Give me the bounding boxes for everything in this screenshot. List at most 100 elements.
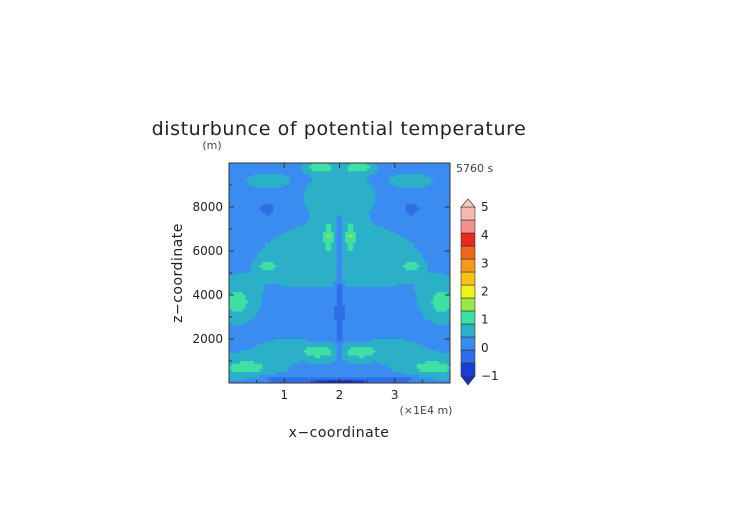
heatmap-cell xyxy=(350,333,354,337)
heatmap-cell xyxy=(300,229,304,233)
heatmap-cell xyxy=(375,207,379,211)
heatmap-cell xyxy=(300,273,304,277)
heatmap-cell xyxy=(292,328,296,332)
heatmap-cell xyxy=(336,207,340,211)
heatmap-cell xyxy=(322,234,327,238)
heatmap-cell xyxy=(383,292,387,296)
heatmap-cell xyxy=(231,198,235,202)
heatmap-cell xyxy=(270,347,274,351)
heatmap-cell xyxy=(234,174,238,178)
heatmap-cell xyxy=(264,366,269,370)
heatmap-cell xyxy=(397,358,401,362)
heatmap-cell xyxy=(278,212,282,216)
heatmap-cell xyxy=(372,350,376,354)
heatmap-cell xyxy=(342,284,346,288)
heatmap-cell xyxy=(245,325,249,329)
heatmap-cell xyxy=(361,176,365,180)
heatmap-cell xyxy=(229,223,233,227)
heatmap-cell xyxy=(245,314,249,318)
heatmap-cell xyxy=(275,229,280,233)
heatmap-cell xyxy=(298,223,302,227)
heatmap-cell xyxy=(369,377,374,381)
heatmap-cell xyxy=(320,179,324,183)
heatmap-cell xyxy=(300,344,304,348)
heatmap-cell xyxy=(259,325,263,329)
heatmap-cell xyxy=(234,248,238,252)
heatmap-cell xyxy=(251,198,255,202)
heatmap-cell xyxy=(284,369,288,373)
heatmap-cell xyxy=(356,358,360,362)
heatmap-cell xyxy=(306,262,310,266)
heatmap-cell xyxy=(361,179,365,183)
heatmap-cell xyxy=(298,182,302,186)
heatmap-cell xyxy=(229,262,233,266)
heatmap-cell xyxy=(372,300,376,304)
heatmap-cell xyxy=(273,317,277,321)
heatmap-cell xyxy=(342,352,346,356)
heatmap-cell xyxy=(331,377,335,381)
heatmap-cell xyxy=(292,330,296,334)
heatmap-cell xyxy=(298,361,302,365)
heatmap-cell xyxy=(284,319,288,323)
heatmap-cell xyxy=(378,322,382,326)
heatmap-cell xyxy=(331,270,335,274)
heatmap-cell xyxy=(367,264,371,268)
heatmap-cell xyxy=(245,193,249,197)
heatmap-cell xyxy=(306,231,310,235)
heatmap-cell xyxy=(389,273,393,277)
heatmap-cell xyxy=(281,355,285,359)
heatmap-cell xyxy=(303,355,307,359)
heatmap-cell xyxy=(378,240,382,244)
heatmap-cell xyxy=(264,264,269,268)
heatmap-cell xyxy=(273,374,277,378)
heatmap-cell xyxy=(284,240,288,244)
heatmap-cell xyxy=(245,358,249,362)
heatmap-cell xyxy=(383,193,387,197)
heatmap-cell xyxy=(237,223,241,227)
heatmap-cell xyxy=(322,190,327,194)
heatmap-cell xyxy=(328,322,332,326)
heatmap-cell xyxy=(281,358,285,362)
heatmap-cell xyxy=(336,333,340,337)
heatmap-cell xyxy=(242,273,246,277)
heatmap-cell xyxy=(231,262,235,266)
heatmap-cell xyxy=(331,256,335,260)
heatmap-cell xyxy=(278,328,282,332)
heatmap-cell xyxy=(353,223,357,227)
heatmap-cell xyxy=(256,289,260,293)
heatmap-cell xyxy=(378,245,382,249)
heatmap-cell xyxy=(331,308,335,312)
heatmap-cell xyxy=(284,377,288,381)
heatmap-cell xyxy=(281,363,285,367)
heatmap-cell xyxy=(375,341,379,345)
heatmap-cell xyxy=(287,248,291,252)
heatmap-cell xyxy=(347,350,351,354)
heatmap-cell xyxy=(273,273,277,277)
heatmap-cell xyxy=(400,226,404,230)
heatmap-cell xyxy=(251,229,255,233)
heatmap-cell xyxy=(270,259,274,263)
heatmap-cell xyxy=(253,165,258,169)
heatmap-cell xyxy=(264,223,269,227)
heatmap-cell xyxy=(397,273,401,277)
heatmap-cell xyxy=(364,325,368,329)
heatmap-cell xyxy=(361,196,365,200)
heatmap-cell xyxy=(342,218,346,222)
heatmap-cell xyxy=(320,187,324,191)
heatmap-cell xyxy=(333,372,338,376)
heatmap-cell xyxy=(353,361,357,365)
heatmap-cell xyxy=(248,171,252,175)
heatmap-cell xyxy=(347,165,351,169)
heatmap-cell xyxy=(240,209,244,213)
heatmap-cell xyxy=(278,300,282,304)
heatmap-cell xyxy=(267,314,271,318)
heatmap-cell xyxy=(251,374,255,378)
heatmap-cell xyxy=(248,281,252,285)
heatmap-cell xyxy=(336,179,340,183)
heatmap-cell xyxy=(369,295,374,299)
heatmap-cell xyxy=(342,273,346,277)
heatmap-cell xyxy=(364,270,368,274)
heatmap-cell xyxy=(275,273,280,277)
heatmap-cell xyxy=(328,234,332,238)
heatmap-cell xyxy=(356,270,360,274)
